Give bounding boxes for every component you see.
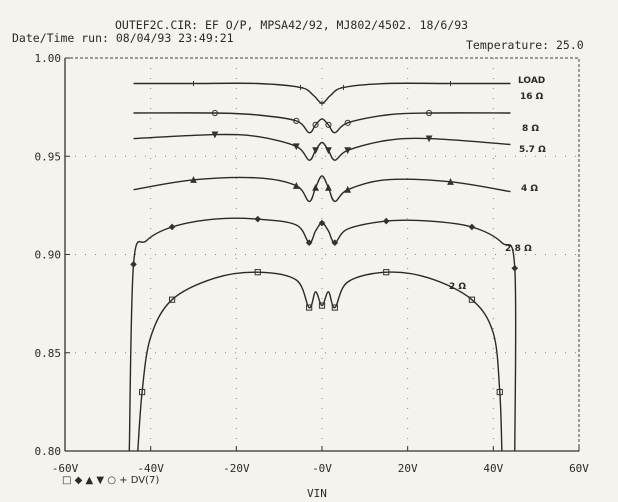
series-label: 2 Ω [449,282,466,292]
series-label: 16 Ω [520,92,544,102]
data-point [325,183,332,191]
y-tick-label: 1.00 [35,52,62,65]
data-point [319,100,325,106]
data-point [325,147,332,155]
data-point [447,178,454,185]
data-point [468,223,476,231]
series-label: 5.7 Ω [519,145,546,155]
x-tick-label: -40V [137,462,164,475]
series-line [133,175,511,203]
data-point [383,269,390,276]
data-point [139,388,146,396]
data-point [130,261,137,268]
data-point [168,296,176,303]
data-point [331,304,338,311]
x-tick-label: -20V [223,462,250,475]
data-point [340,84,347,91]
x-axis-label: VIN [307,487,327,500]
data-point [168,223,176,231]
data-point [211,109,219,117]
axis-ticks: -60V -40V -20V -0V 20V 40V 60V 0.80 0.85 0.90 0.95… [35,52,590,475]
y-tick-label: 0.80 [35,445,62,458]
y-tick-label: 0.90 [35,249,62,262]
data-point [312,121,319,128]
data-point [254,269,261,276]
data-point [306,304,313,311]
series-label: 2.8 Ω [505,244,532,254]
data-point [318,219,326,227]
series-line [133,133,511,161]
legend-title: LOAD [518,76,545,86]
data-point [190,176,197,183]
series-line [133,82,511,104]
data-point [468,296,476,303]
data-point [211,131,219,139]
data-point [318,302,326,309]
x-tick-label: -0V [312,462,332,475]
legend-markers: □ ◆ ▲ ▼ ○ + DV(7) [62,475,159,486]
x-tick-label: -60V [52,462,79,475]
series-line [137,271,503,452]
data-point [344,185,352,193]
data-point [382,217,390,225]
series-line [133,112,511,134]
run-datetime: Date/Time run: 08/04/93 23:49:21 [12,31,234,45]
temperature-readout: Temperature: 25.0 [466,38,584,52]
data-point [511,264,519,272]
series-line [128,217,517,452]
data-point [344,147,352,155]
x-tick-label: 20V [398,462,418,475]
y-tick-label: 0.85 [35,347,62,360]
data-point [293,117,300,124]
data-point [325,121,332,128]
data-point [496,388,503,396]
data-point [331,239,339,247]
data-point [425,135,433,143]
chart-title: OUTEF2C.CIR: EF O/P, MPSA42/92, MJ802/45… [115,18,468,32]
data-point [254,215,262,223]
data-point [344,119,351,126]
data-point [297,84,304,91]
data-point [312,183,319,191]
y-tick-label: 0.95 [35,150,62,163]
data-point [447,80,454,87]
data-point [292,182,300,189]
data-point [190,80,197,87]
data-point [292,143,300,151]
data-point [305,239,313,247]
x-tick-label: 60V [569,462,589,475]
series-label: 8 Ω [522,124,539,134]
series-group [128,80,519,452]
data-point [425,109,433,117]
x-tick-label: 40V [483,462,503,475]
data-point [312,147,319,155]
series-labels: 16 Ω 8 Ω 5.7 Ω 4 Ω 2.8 Ω 2 Ω [449,92,546,292]
series-label: 4 Ω [521,184,538,194]
